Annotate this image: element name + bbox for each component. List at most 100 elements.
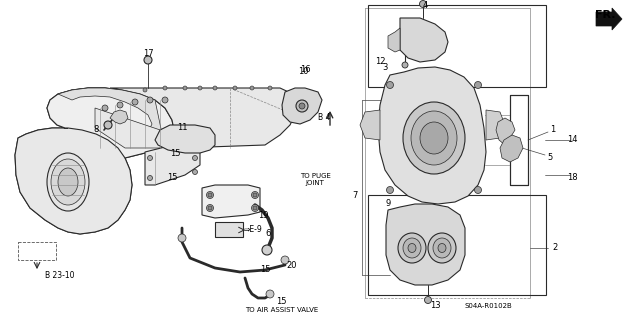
- Text: 19: 19: [258, 211, 268, 219]
- Polygon shape: [15, 128, 132, 234]
- Text: 9: 9: [385, 198, 390, 207]
- Polygon shape: [378, 67, 486, 204]
- Polygon shape: [386, 204, 465, 285]
- Circle shape: [233, 86, 237, 90]
- Circle shape: [419, 1, 426, 8]
- Ellipse shape: [438, 243, 446, 253]
- Circle shape: [299, 103, 305, 109]
- Circle shape: [147, 155, 152, 160]
- Circle shape: [207, 204, 214, 211]
- Circle shape: [183, 86, 187, 90]
- Text: TO PUGE
JOINT: TO PUGE JOINT: [300, 174, 330, 187]
- Circle shape: [253, 206, 257, 210]
- Circle shape: [424, 296, 431, 303]
- Text: 15: 15: [170, 149, 180, 158]
- Text: S04A-R0102B: S04A-R0102B: [464, 303, 512, 309]
- Text: 5: 5: [547, 153, 552, 162]
- Text: 3: 3: [382, 63, 388, 72]
- Circle shape: [193, 169, 198, 174]
- Text: 8: 8: [93, 125, 99, 135]
- Polygon shape: [360, 110, 380, 140]
- Circle shape: [281, 256, 289, 264]
- Polygon shape: [282, 88, 322, 124]
- Ellipse shape: [398, 233, 426, 263]
- Text: ⇒E-9: ⇒E-9: [244, 226, 263, 234]
- Bar: [215, 222, 243, 237]
- Polygon shape: [110, 88, 295, 148]
- Text: 7: 7: [352, 190, 358, 199]
- Circle shape: [402, 62, 408, 68]
- Polygon shape: [155, 125, 215, 153]
- Circle shape: [132, 99, 138, 105]
- Text: 16: 16: [300, 65, 310, 75]
- Text: 20: 20: [287, 261, 297, 270]
- Circle shape: [162, 97, 168, 103]
- Polygon shape: [58, 88, 165, 148]
- Text: 18: 18: [566, 174, 577, 182]
- Circle shape: [198, 86, 202, 90]
- Polygon shape: [400, 18, 448, 62]
- Circle shape: [163, 86, 167, 90]
- Text: 6: 6: [266, 228, 271, 238]
- Circle shape: [207, 191, 214, 198]
- Ellipse shape: [51, 159, 85, 205]
- Polygon shape: [145, 147, 200, 185]
- Circle shape: [147, 97, 153, 103]
- Text: 11: 11: [177, 123, 188, 132]
- Circle shape: [387, 81, 394, 88]
- Polygon shape: [500, 135, 523, 162]
- Polygon shape: [110, 110, 128, 124]
- Polygon shape: [47, 88, 175, 158]
- Polygon shape: [496, 118, 515, 145]
- Circle shape: [474, 81, 481, 88]
- Circle shape: [143, 88, 147, 92]
- Text: 15: 15: [276, 298, 286, 307]
- Ellipse shape: [420, 122, 448, 154]
- Circle shape: [178, 234, 186, 242]
- Ellipse shape: [411, 111, 457, 165]
- Circle shape: [193, 155, 198, 160]
- Circle shape: [296, 100, 308, 112]
- Text: FR.: FR.: [595, 10, 615, 20]
- Ellipse shape: [47, 153, 89, 211]
- Ellipse shape: [433, 238, 451, 258]
- Text: B 4: B 4: [318, 114, 330, 122]
- Circle shape: [252, 191, 259, 198]
- Text: 4: 4: [422, 2, 428, 11]
- Bar: [18, 242, 56, 260]
- Circle shape: [117, 102, 123, 108]
- Polygon shape: [388, 28, 400, 52]
- Polygon shape: [15, 88, 175, 234]
- Text: B 23-10: B 23-10: [45, 271, 75, 279]
- Ellipse shape: [428, 233, 456, 263]
- Polygon shape: [486, 110, 505, 140]
- Bar: [368, 5, 546, 87]
- Circle shape: [266, 290, 274, 298]
- Circle shape: [250, 86, 254, 90]
- Circle shape: [268, 86, 272, 90]
- Circle shape: [208, 206, 212, 210]
- Circle shape: [213, 86, 217, 90]
- Text: 15: 15: [167, 174, 177, 182]
- Ellipse shape: [403, 102, 465, 174]
- Ellipse shape: [403, 238, 421, 258]
- Circle shape: [474, 187, 481, 194]
- Text: 1: 1: [550, 125, 556, 135]
- Ellipse shape: [408, 243, 416, 253]
- Polygon shape: [202, 185, 260, 218]
- Bar: [368, 195, 546, 295]
- Text: TO AIR ASSIST VALVE: TO AIR ASSIST VALVE: [245, 307, 319, 313]
- Ellipse shape: [58, 168, 78, 196]
- Text: 2: 2: [552, 243, 557, 253]
- Text: 13: 13: [429, 300, 440, 309]
- Circle shape: [147, 175, 152, 181]
- Polygon shape: [95, 108, 175, 148]
- Circle shape: [104, 121, 112, 129]
- Text: 12: 12: [375, 57, 385, 66]
- Polygon shape: [596, 8, 622, 30]
- Text: 14: 14: [567, 136, 577, 145]
- Circle shape: [144, 56, 152, 64]
- Text: 17: 17: [143, 49, 154, 58]
- Circle shape: [262, 245, 272, 255]
- Text: 15: 15: [260, 265, 270, 275]
